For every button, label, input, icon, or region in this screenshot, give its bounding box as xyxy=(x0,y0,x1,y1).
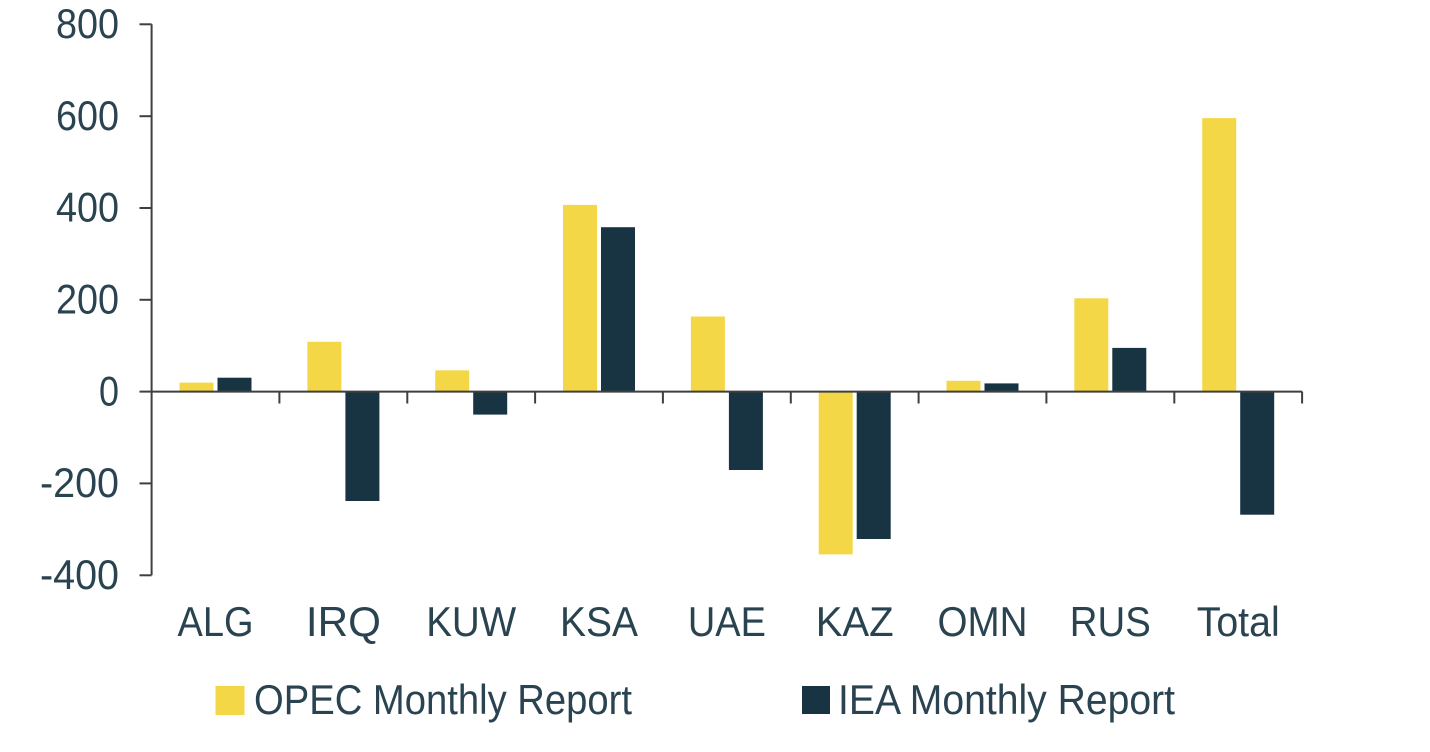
svg-text:OMN: OMN xyxy=(938,598,1028,645)
svg-text:OPEC Monthly Report: OPEC Monthly Report xyxy=(254,676,632,723)
svg-text:400: 400 xyxy=(56,184,119,231)
svg-text:200: 200 xyxy=(56,276,119,323)
svg-text:KUW: KUW xyxy=(426,598,516,645)
svg-text:-200: -200 xyxy=(40,459,119,506)
svg-text:600: 600 xyxy=(56,92,119,139)
svg-text:UAE: UAE xyxy=(688,598,766,645)
svg-text:IEA Monthly Report: IEA Monthly Report xyxy=(838,676,1175,723)
svg-text:800: 800 xyxy=(56,0,119,47)
svg-text:ALG: ALG xyxy=(178,598,254,645)
svg-text:Total: Total xyxy=(1197,598,1280,645)
svg-text:-400: -400 xyxy=(40,551,119,598)
svg-text:IRQ: IRQ xyxy=(306,598,381,645)
svg-text:KSA: KSA xyxy=(560,598,638,645)
svg-text:KAZ: KAZ xyxy=(816,598,894,645)
svg-text:RUS: RUS xyxy=(1070,598,1151,645)
svg-text:0: 0 xyxy=(99,367,119,414)
